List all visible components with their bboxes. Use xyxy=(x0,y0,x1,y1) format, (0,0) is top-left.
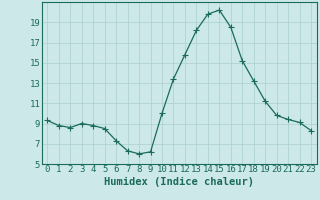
X-axis label: Humidex (Indice chaleur): Humidex (Indice chaleur) xyxy=(104,177,254,187)
